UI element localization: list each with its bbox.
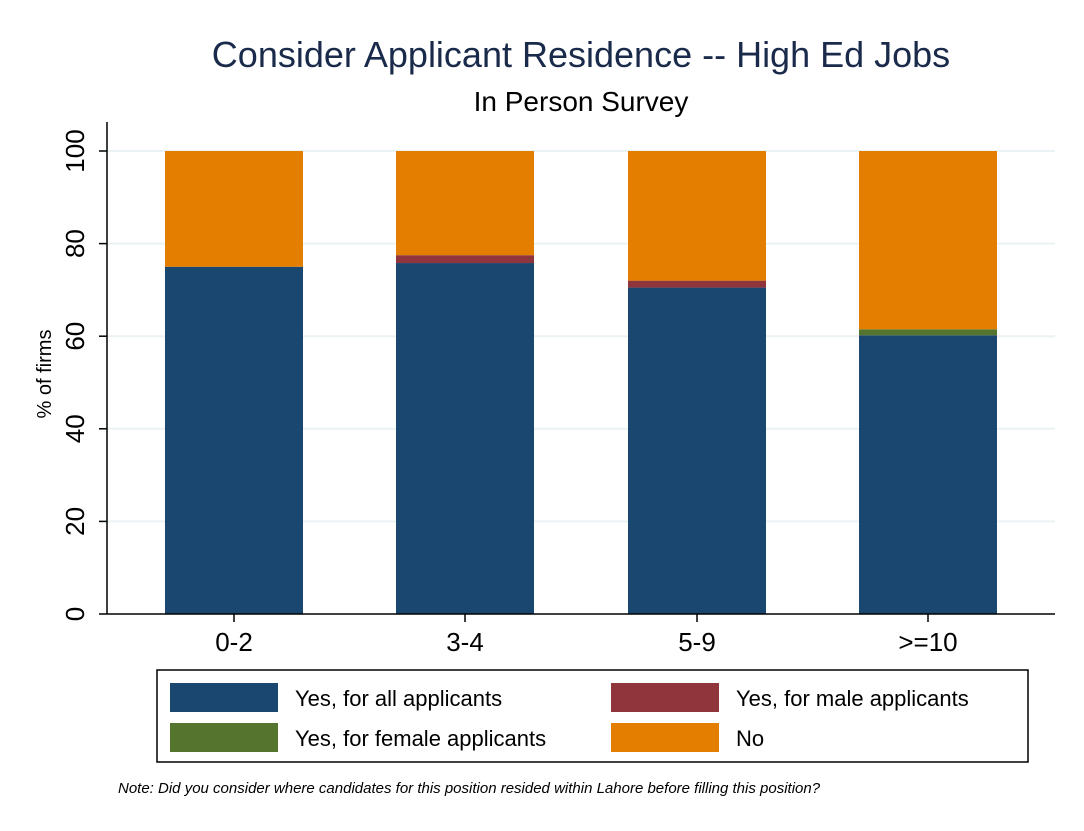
y-tick-label: 80 [60,229,90,258]
x-tick-label: 0-2 [215,627,253,657]
legend-swatch [170,683,278,712]
bar-segment [628,151,766,281]
legend-swatch [611,683,719,712]
legend-swatch [611,723,719,752]
y-tick-label: 40 [60,414,90,443]
legend-label: Yes, for male applicants [736,686,969,711]
bar-segment [396,151,534,256]
bar-segment [165,266,303,614]
bar-segment [396,255,534,264]
y-tick-label: 0 [60,607,90,621]
legend: Yes, for all applicants Yes, for male app… [156,669,1029,763]
legend-box [156,669,1029,763]
legend-label: Yes, for female applicants [295,726,546,751]
bar-segment [859,335,997,614]
chart-subtitle: In Person Survey [474,86,689,117]
x-tick-label: >=10 [898,627,957,657]
legend-swatch [170,723,278,752]
legend-label: Yes, for all applicants [295,686,502,711]
bars [165,151,997,614]
bar-segment [165,151,303,267]
bar-segment [628,280,766,288]
bar-segment [859,151,997,330]
chart-note: Note: Did you consider where candidates … [118,780,821,797]
chart-title: Consider Applicant Residence -- High Ed … [212,34,950,75]
bar-segment [628,287,766,614]
bar-segment [396,263,534,614]
y-axis-label: % of firms [34,330,56,419]
x-tick-label: 5-9 [678,627,716,657]
bar-segment [859,329,997,336]
legend-label: No [736,726,764,751]
axes: 0 20 40 60 80 100 0-2 3-4 5-9 >=10 [60,122,1055,657]
y-tick-label: 20 [60,507,90,536]
y-tick-label: 60 [60,322,90,351]
x-tick-label: 3-4 [446,627,484,657]
y-tick-label: 100 [60,129,90,172]
